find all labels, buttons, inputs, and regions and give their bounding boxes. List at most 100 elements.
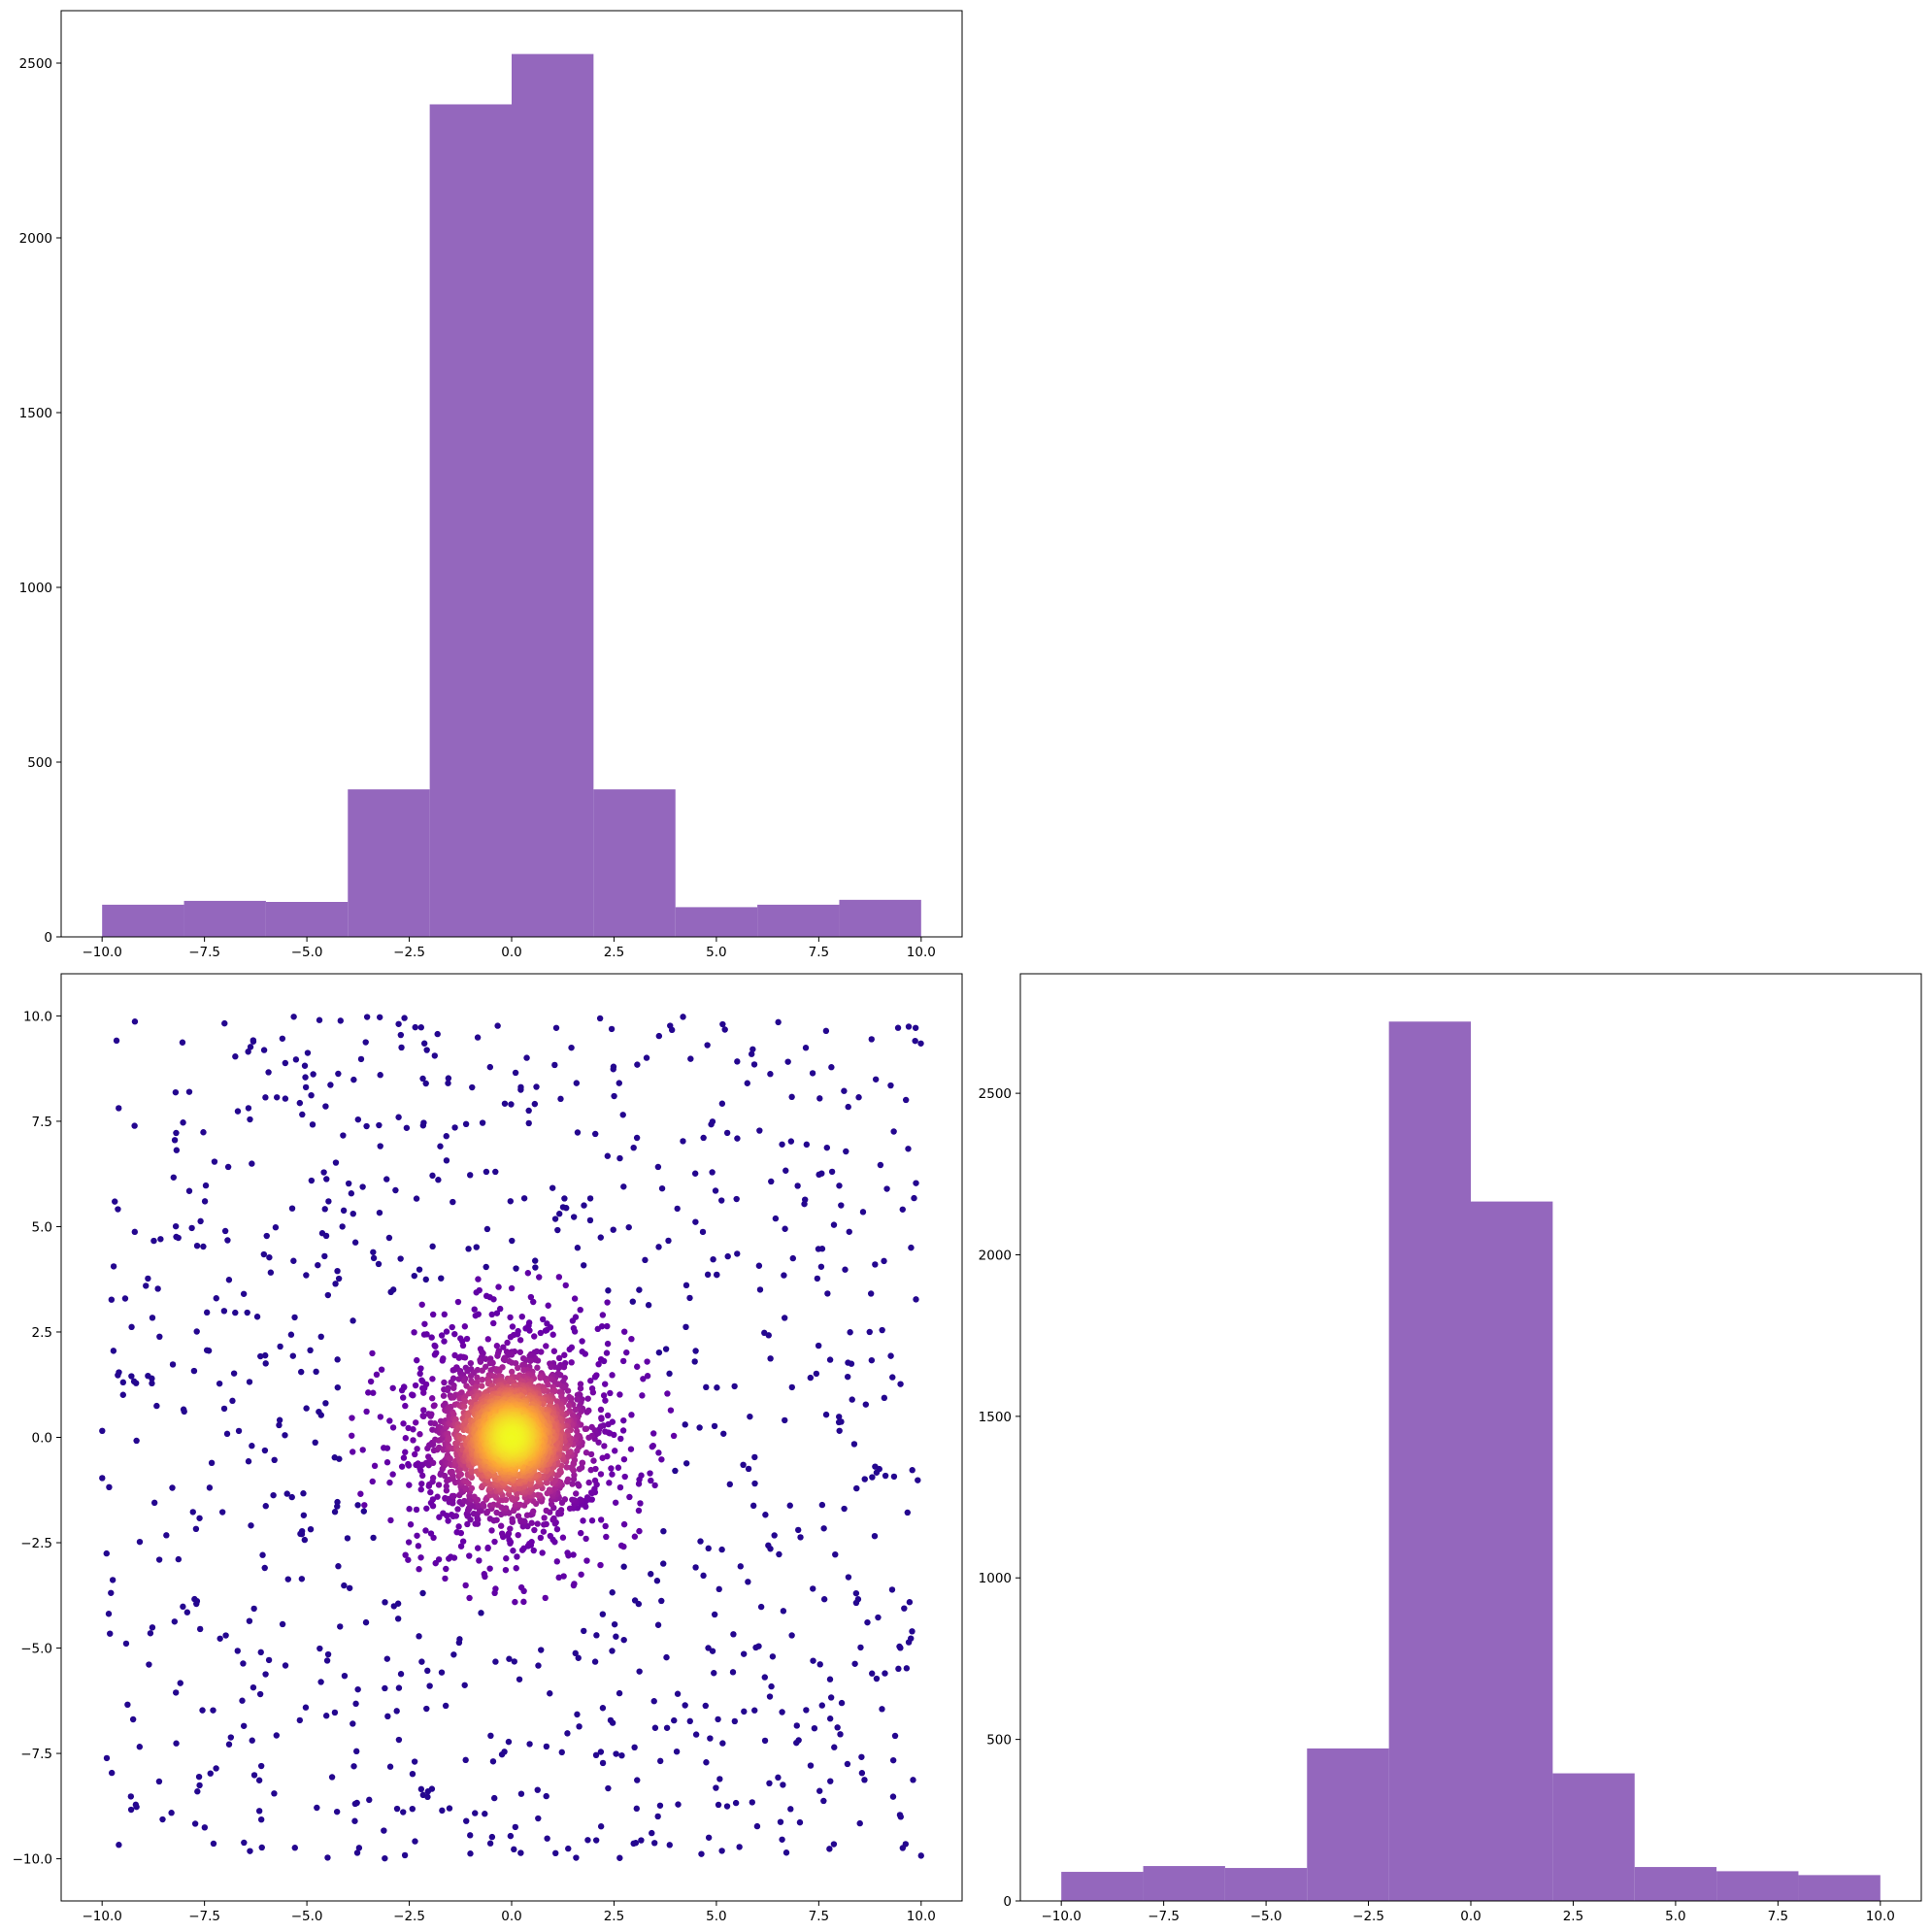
scatter-point	[320, 1169, 327, 1176]
scatter-point	[211, 1158, 218, 1165]
scatter-point	[375, 1260, 383, 1268]
scatter-point	[719, 1740, 726, 1747]
scatter-point	[241, 1839, 248, 1847]
scatter-point	[429, 1496, 437, 1503]
scatter-point	[225, 1277, 233, 1283]
scatter-point	[600, 1392, 608, 1399]
scatter-point	[691, 1170, 699, 1177]
scatter-point	[583, 1535, 589, 1543]
scatter-point	[282, 1432, 288, 1439]
scatter-point	[573, 1854, 580, 1861]
scatter-point	[299, 1111, 306, 1118]
scatter-point	[734, 1250, 741, 1257]
scatter-point	[455, 1523, 462, 1530]
scatter-point	[507, 1832, 515, 1840]
scatter-point	[488, 1833, 496, 1841]
scatter-point	[620, 1455, 628, 1463]
scatter-point	[443, 1133, 449, 1140]
scatter-point	[376, 1014, 383, 1020]
scatter-point	[282, 1662, 289, 1669]
scatter-point	[397, 1671, 405, 1678]
scatter-point	[263, 1232, 270, 1240]
scatter-point	[779, 1836, 785, 1843]
scatter-point	[250, 1605, 257, 1613]
scatter-point	[323, 1657, 331, 1664]
scatter-point	[428, 1785, 436, 1792]
scatter-point	[220, 1308, 228, 1315]
scatter-point	[389, 1424, 397, 1431]
scatter-point	[574, 1396, 581, 1403]
scatter-point	[301, 1536, 309, 1544]
scatter-point	[508, 1284, 516, 1292]
scatter-point	[621, 1473, 628, 1481]
scatter-point	[771, 1532, 778, 1539]
scatter-point	[709, 1648, 716, 1654]
scatter-point	[818, 1246, 826, 1252]
scatter-point	[383, 1176, 390, 1183]
scatter-point	[159, 1815, 166, 1823]
scatter-point	[194, 1788, 201, 1795]
scatter-point	[325, 1198, 332, 1205]
scatter-point	[642, 1256, 649, 1264]
scatter-point	[169, 1484, 176, 1491]
scatter-point	[834, 1724, 841, 1731]
scatter-point	[858, 1770, 866, 1777]
scatter-point	[511, 1658, 517, 1665]
scatter-point	[826, 1356, 834, 1363]
scatter-point	[781, 1272, 787, 1279]
scatter-point	[889, 1756, 897, 1764]
scatter-point	[891, 1732, 899, 1740]
scatter-point	[344, 1535, 351, 1542]
scatter-point	[249, 1737, 255, 1744]
scatter-point	[630, 1840, 637, 1848]
scatter-point	[578, 1529, 584, 1537]
scatter-point	[651, 1724, 659, 1731]
histogram-bar	[348, 789, 430, 937]
scatter-point	[756, 1127, 763, 1134]
scatter-point	[423, 1331, 430, 1338]
histogram-bar	[757, 904, 840, 937]
scatter-point	[324, 1854, 331, 1861]
scatter-point	[558, 1393, 565, 1400]
scatter-point	[718, 1546, 725, 1553]
scatter-point	[667, 1022, 674, 1029]
scatter-point	[587, 1489, 595, 1496]
scatter-point	[454, 1298, 462, 1306]
scatter-point	[298, 1576, 306, 1582]
scatter-point	[400, 1420, 407, 1427]
scatter-point	[129, 1715, 137, 1723]
scatter-point	[562, 1282, 569, 1289]
scatter-point	[872, 1261, 879, 1268]
scatter-point	[811, 1724, 818, 1732]
scatter-point	[635, 1507, 643, 1515]
scatter-point	[697, 1538, 704, 1545]
scatter-point	[245, 1458, 252, 1465]
scatter-point	[435, 1177, 442, 1183]
scatter-point	[505, 1738, 513, 1746]
scatter-point	[555, 1354, 563, 1362]
scatter-point	[450, 1651, 457, 1658]
scatter-point	[108, 1296, 116, 1303]
scatter-point	[113, 1037, 120, 1045]
scatter-point	[779, 1709, 785, 1715]
scatter-point	[185, 1187, 193, 1194]
scatter-point	[457, 1543, 465, 1549]
scatter-point	[346, 1584, 353, 1591]
hist0-xtick-label: −2.5	[393, 945, 425, 960]
scatter-point	[917, 1040, 924, 1047]
scatter-point	[402, 1449, 409, 1455]
scatter-point	[239, 1697, 246, 1704]
scatter-point	[503, 1555, 510, 1562]
scatter-point	[899, 1206, 906, 1213]
scatter-point	[259, 1551, 266, 1558]
scatter-point	[573, 1490, 580, 1497]
scatter-point	[593, 1632, 600, 1639]
scatter-point	[740, 1650, 748, 1657]
scatter-point	[447, 1455, 453, 1462]
scatter-point	[584, 1395, 591, 1402]
scatter-point	[196, 1782, 203, 1789]
scatter-point	[428, 1395, 436, 1402]
scatter-point	[210, 1840, 217, 1848]
scatter-point	[680, 1014, 686, 1020]
scatter-point	[298, 1530, 306, 1538]
